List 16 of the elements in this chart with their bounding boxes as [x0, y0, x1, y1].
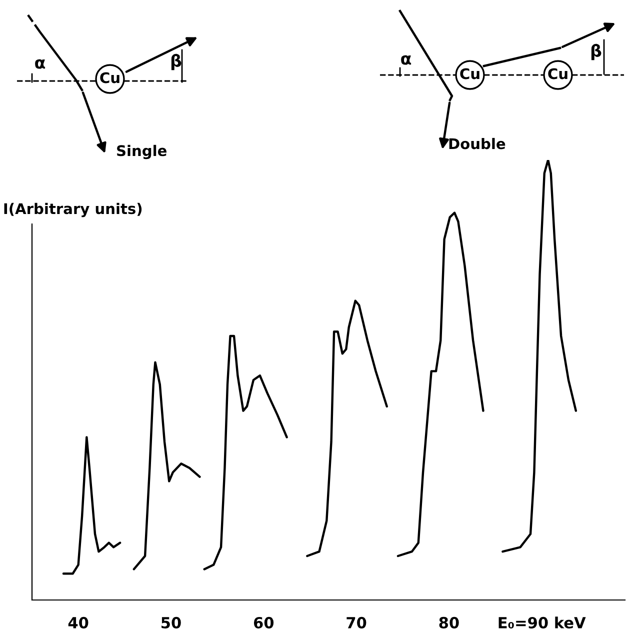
- text: Cu: [460, 68, 480, 80]
- x-tick-label: 70: [346, 616, 366, 628]
- text: β: [591, 44, 602, 60]
- x-tick-label: 60: [254, 616, 274, 628]
- y-axis-title: I(Arbitrary units): [4, 202, 142, 218]
- text: α: [401, 55, 412, 65]
- x-tick-label: 50: [162, 616, 181, 628]
- x-tick-label: 40: [68, 616, 88, 628]
- text: Double: [449, 138, 506, 150]
- x-tick-label: E₀=90 keV: [498, 616, 586, 628]
- text: Cu: [100, 72, 120, 84]
- x-tick-label: 80: [439, 616, 459, 628]
- text: Cu: [548, 68, 568, 80]
- text: α: [35, 59, 46, 69]
- text: β: [171, 54, 182, 70]
- text: Single: [117, 144, 167, 160]
